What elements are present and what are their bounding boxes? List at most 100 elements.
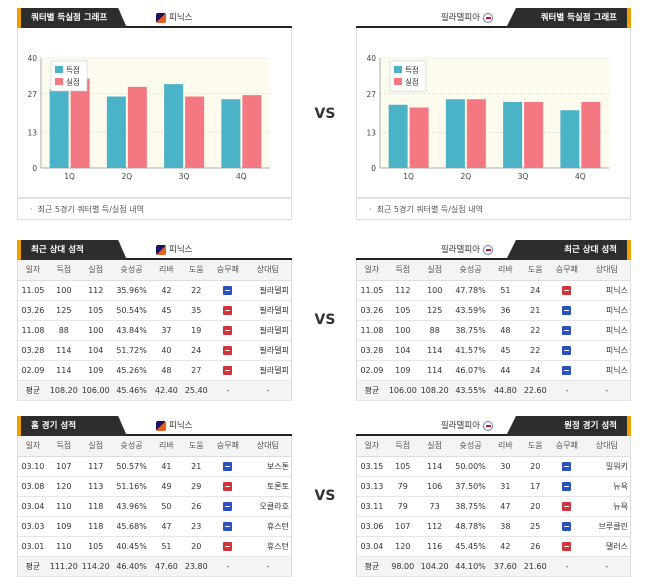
column-header: 실점 [79,436,112,457]
table-cell: 31 [490,476,521,497]
average-cell: 108.20 [47,380,80,401]
table-cell: 120 [47,476,80,497]
loss-icon [223,345,233,355]
section-header: 최근 상대 성적 필라델피아 [356,240,631,260]
table-cell: 88 [47,320,80,341]
result-cell [211,516,245,537]
quarter-chart-right: 0 13 27 40 1Q 2Q 3Q 4Q 득점 실점 [356,28,631,198]
result-cell [550,340,584,361]
bar-allowed [524,102,544,168]
column-header: 리바 [490,436,521,457]
table-cell: 51.16% [111,476,152,497]
column-header: 득점 [47,436,80,457]
opponent-cell: 댈러스 [583,536,630,557]
table-cell: 100 [47,280,80,301]
table-header-row: 일자 득점 실점 슛성공 리바 도움 승무패 상대팀 [357,436,630,457]
x-tick-label: 1Q [403,172,414,181]
table-cell: 45.68% [111,516,152,537]
table-row: 03.08 120 113 51.16% 49 29 토론토 [18,476,291,497]
76ers-logo-icon [483,244,493,255]
result-cell [550,516,584,537]
result-cell [550,320,584,341]
table-cell: 29 [181,476,212,497]
section-header: 최근 상대 성적 피닉스 [17,240,292,260]
average-cell: - [550,556,584,577]
opponent-cell: 피닉스 [583,280,630,301]
table-row: 03.28 114 104 51.72% 40 24 필라델피 [18,340,291,361]
column-header: 슛성공 [450,260,491,281]
column-header: 득점 [47,260,80,281]
opponent-cell: 보스톤 [244,456,291,477]
table-cell: 112 [418,516,451,537]
table-cell: 03.28 [18,340,48,361]
bar-scored [388,104,408,168]
win-icon [562,481,572,491]
opponent-cell: 필라델피 [244,280,291,301]
loss-icon [562,541,572,551]
result-cell [211,280,245,301]
table-row: 02.09 109 114 46.07% 44 24 피닉스 [357,360,630,381]
table-cell: 51 [151,536,182,557]
table-row: 11.05 112 100 47.78% 51 24 피닉스 [357,280,630,301]
y-tick-label: 13 [27,128,37,137]
table-cell: 107 [386,516,419,537]
table-cell: 79 [386,496,419,517]
column-header: 도움 [181,436,212,457]
average-cell: 98.00 [386,556,419,577]
loss-icon [562,285,572,295]
column-header: 일자 [357,260,387,281]
average-row: 평균 106.00 108.20 43.55% 44.80 22.60- - [357,380,630,401]
win-icon [562,461,572,471]
average-cell: 평균 [357,556,387,577]
table-cell: 03.10 [18,456,48,477]
bar-scored [164,84,184,168]
table-cell: 105 [79,536,112,557]
y-tick-label: 27 [27,90,37,99]
table-cell: 19 [181,320,212,341]
table-cell: 24 [520,360,551,381]
table-cell: 43.84% [111,320,152,341]
average-cell: 45.46% [111,380,152,401]
table-row: 03.11 79 73 38.75% 47 20 뉴욕 [357,496,630,517]
table-cell: 104 [79,340,112,361]
win-icon [562,365,572,375]
table-cell: 02.09 [18,360,48,381]
average-cell: 108.20 [418,380,451,401]
column-header: 리바 [151,436,182,457]
team-name-right: 필라델피아 [441,416,496,436]
table-cell: 79 [386,476,419,497]
table-cell: 03.04 [18,496,48,517]
column-header: 승무패 [211,436,245,457]
table-cell: 114 [47,340,80,361]
table-cell: 88 [418,320,451,341]
average-cell: 25.40 [181,380,212,401]
column-header: 득점 [386,436,419,457]
column-header: 리바 [151,260,182,281]
average-cell: 46.40% [111,556,152,577]
column-header: 상대팀 [244,436,291,457]
table-cell: 109 [79,360,112,381]
vs-label: VS [314,312,336,328]
average-cell: - [211,556,245,577]
table-cell: 38.75% [450,320,491,341]
table-row: 03.04 120 116 45.45% 42 26 댈러스 [357,536,630,557]
bar-allowed [185,96,205,168]
away-panel-right: 원정 경기 성적 필라델피아 일자 득점 실점 슛성공 리바 도움 승무패 상대팀 03.15 1… [356,416,631,577]
average-cell: 106.00 [386,380,419,401]
vs-label: VS [314,106,336,122]
opponent-cell: 필라델피 [244,320,291,341]
average-cell: 47.60 [151,556,182,577]
table-cell: 41.57% [450,340,491,361]
table-row: 03.01 110 105 40.45% 51 20 휴스턴 [18,536,291,557]
table-cell: 25 [520,516,551,537]
table-cell: 49 [151,476,182,497]
average-cell: 106.00 [79,380,112,401]
table-cell: 37 [151,320,182,341]
column-header: 리바 [490,260,521,281]
column-header: 일자 [18,260,48,281]
table-cell: 117 [79,456,112,477]
table-cell: 43.96% [111,496,152,517]
suns-logo-icon [156,420,166,431]
table-cell: 11.08 [18,320,48,341]
